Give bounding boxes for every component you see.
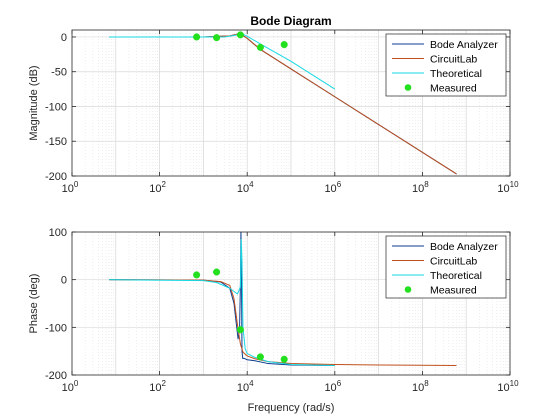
x-tick-label-base: 10 bbox=[412, 183, 424, 195]
magnitude-point-measured bbox=[256, 43, 264, 51]
x-tick-label: 100 bbox=[62, 180, 79, 195]
x-tick-label-exponent: 2 bbox=[161, 379, 166, 388]
x-tick-label-exponent: 10 bbox=[510, 180, 519, 189]
legend-label-circuitlab: CircuitLab bbox=[430, 256, 477, 268]
x-tick-label: 104 bbox=[237, 180, 254, 195]
x-tick-label-base: 10 bbox=[237, 382, 249, 394]
x-tick-label: 106 bbox=[324, 379, 341, 394]
magnitude-point-measured bbox=[193, 33, 201, 41]
y-axis-label: Phase (deg) bbox=[28, 274, 40, 334]
phase-series-theoretical bbox=[109, 239, 335, 366]
phase-series-circuitlab bbox=[109, 279, 457, 366]
phase-axes-frame bbox=[71, 231, 511, 376]
magnitude-point-measured bbox=[213, 34, 221, 42]
legend-label-bode-analyzer: Bode Analyzer bbox=[430, 39, 498, 51]
y-tick-label: -150 bbox=[45, 136, 67, 148]
x-tick-label-exponent: 10 bbox=[510, 379, 519, 388]
magnitude-legend: Bode Analyzer CircuitLab Theoretical Measur… bbox=[385, 33, 507, 97]
magnitude-point-measured bbox=[236, 31, 244, 39]
x-tick-label-exponent: 8 bbox=[424, 180, 429, 189]
magnitude-series-circuitlab bbox=[109, 33, 457, 175]
x-axis-label: Frequency (rad/s) bbox=[248, 402, 335, 414]
chart-title: Bode Diagram bbox=[250, 14, 331, 28]
y-tick-label: -100 bbox=[45, 101, 67, 113]
x-tick-label-base: 10 bbox=[149, 183, 161, 195]
x-tick-label-exponent: 4 bbox=[249, 180, 254, 189]
x-tick-label: 106 bbox=[324, 180, 341, 195]
x-tick-label-exponent: 4 bbox=[249, 379, 254, 388]
phase-point-measured bbox=[213, 268, 221, 276]
x-tick-label: 102 bbox=[149, 180, 166, 195]
legend-label-bode-analyzer: Bode Analyzer bbox=[430, 241, 498, 253]
magnitude-axes-frame bbox=[71, 29, 511, 177]
y-tick-label: 0 bbox=[61, 275, 67, 287]
x-tick-label: 1010 bbox=[497, 379, 519, 394]
y-tick-label: 0 bbox=[61, 32, 67, 44]
y-tick-label: -200 bbox=[45, 171, 67, 183]
x-tick-label-exponent: 2 bbox=[161, 180, 166, 189]
magnitude-axes: 100 102 104 106 108 10100-50-100-150-200Bode … bbox=[28, 14, 519, 195]
x-tick-label-base: 10 bbox=[149, 382, 161, 394]
legend-label-circuitlab: CircuitLab bbox=[430, 54, 477, 66]
x-tick-label: 100 bbox=[62, 379, 79, 394]
y-tick-label: 100 bbox=[49, 227, 67, 239]
y-tick-label: -100 bbox=[45, 322, 67, 334]
x-tick-label-base: 10 bbox=[497, 382, 509, 394]
y-axis-label: Magnitude (dB) bbox=[28, 65, 40, 140]
magnitude-point-measured bbox=[280, 41, 288, 49]
x-tick-label-base: 10 bbox=[237, 183, 249, 195]
legend-label-measured: Measured bbox=[430, 285, 477, 297]
phase-point-measured bbox=[236, 326, 244, 334]
legend-swatch-measured bbox=[404, 286, 412, 293]
x-tick-label: 108 bbox=[412, 379, 429, 394]
x-tick-label-base: 10 bbox=[62, 382, 74, 394]
y-tick-label: -50 bbox=[51, 67, 67, 79]
phase-legend: Bode Analyzer CircuitLab Theoretical Measur… bbox=[385, 235, 507, 299]
x-tick-label: 104 bbox=[237, 379, 254, 394]
x-tick-label: 108 bbox=[412, 180, 429, 195]
x-tick-label-exponent: 0 bbox=[74, 180, 79, 189]
x-tick-label-exponent: 6 bbox=[337, 180, 342, 189]
legend-label-theoretical: Theoretical bbox=[430, 68, 482, 80]
x-tick-label-base: 10 bbox=[412, 382, 424, 394]
x-tick-label-base: 10 bbox=[324, 382, 336, 394]
x-tick-label-base: 10 bbox=[62, 183, 74, 195]
phase-point-measured bbox=[280, 355, 288, 363]
legend-label-measured: Measured bbox=[430, 83, 477, 95]
y-tick-label: -200 bbox=[45, 370, 67, 382]
x-tick-label-exponent: 8 bbox=[424, 379, 429, 388]
legend-swatch-measured bbox=[404, 84, 412, 91]
phase-point-measured bbox=[256, 353, 264, 361]
x-tick-label-base: 10 bbox=[324, 183, 336, 195]
x-tick-label-base: 10 bbox=[497, 183, 509, 195]
x-tick-label-exponent: 0 bbox=[74, 379, 79, 388]
phase-point-measured bbox=[193, 271, 201, 279]
legend-label-theoretical: Theoretical bbox=[430, 270, 482, 282]
x-tick-label-exponent: 6 bbox=[337, 379, 342, 388]
phase-series-group bbox=[109, 232, 457, 366]
x-tick-label: 1010 bbox=[497, 180, 519, 195]
x-tick-label: 102 bbox=[149, 379, 166, 394]
magnitude-series-group bbox=[109, 31, 457, 175]
